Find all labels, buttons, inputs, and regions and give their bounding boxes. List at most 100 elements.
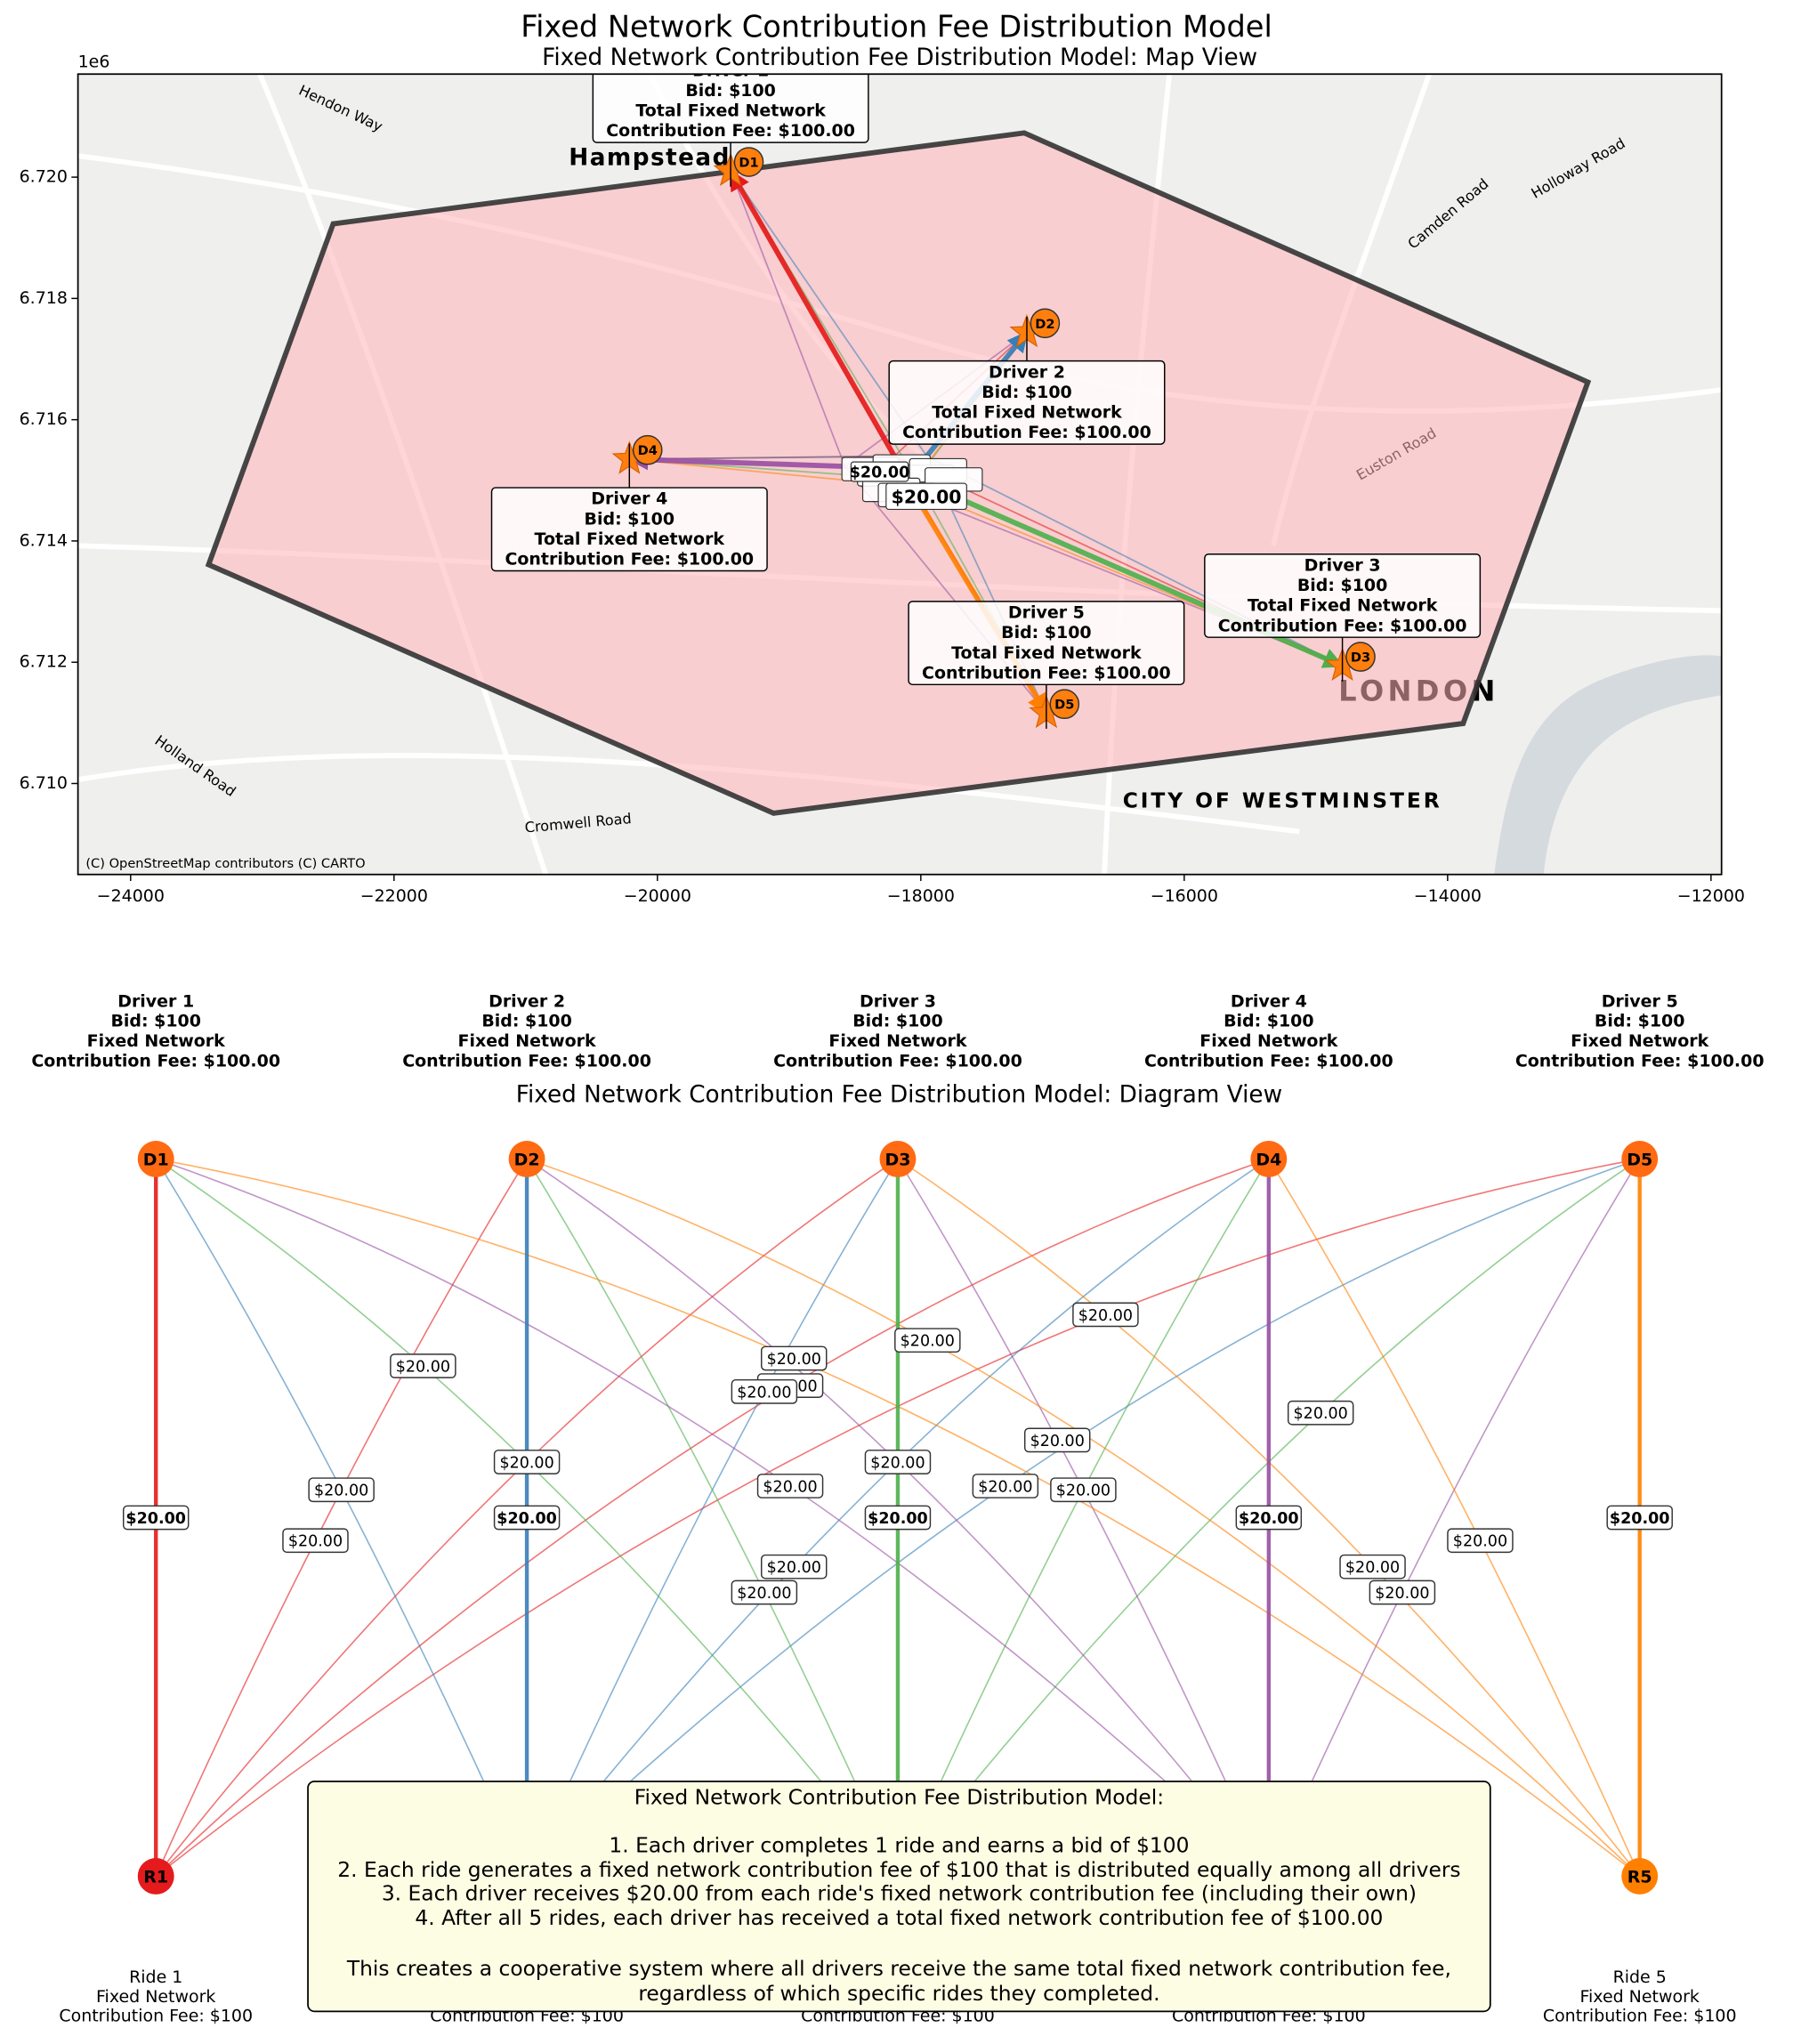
note-line: 4. After all 5 rides, each driver has re… <box>415 1905 1383 1930</box>
driver-label: Fixed Network <box>87 1031 225 1051</box>
ride-label: Contribution Fee: $100 <box>1543 2007 1737 2026</box>
edge-label: $20.00 <box>288 1533 343 1551</box>
annotation-box <box>592 74 869 143</box>
driver-marker <box>1030 308 1061 339</box>
edge-label: $20.00 <box>850 465 910 482</box>
ride-label: Fixed Network <box>1580 1987 1700 2007</box>
x-tick-label: −20000 <box>624 886 691 906</box>
edge-label: $20.00 <box>1294 1405 1348 1423</box>
annotation-line: Bid: $100 <box>685 81 776 101</box>
ride-node-label: R5 <box>1627 1867 1652 1886</box>
driver-node-label: D1 <box>143 1150 169 1169</box>
map-frame <box>77 73 1723 876</box>
place-label: Hampstead <box>569 145 731 172</box>
ride-label: Ride 1 <box>129 1967 182 1987</box>
edge-label-box <box>1447 1528 1514 1554</box>
driver-label: Contribution Fee: $100.00 <box>773 1051 1022 1070</box>
driver-label: Contribution Fee: $100.00 <box>1144 1051 1393 1070</box>
edge-label: $20.00 <box>499 1454 553 1472</box>
edge-label-box <box>1369 1579 1436 1605</box>
edge-label-box <box>1072 1302 1139 1328</box>
driver-label: Bid: $100 <box>1595 1012 1685 1031</box>
note-line: 2. Each ride generates a fixed network c… <box>337 1857 1460 1882</box>
edge-label: $20.00 <box>1078 1307 1133 1325</box>
annotation-line: Driver 4 <box>591 489 667 509</box>
edge-label: $20.00 <box>1345 1559 1400 1577</box>
edge-label-box <box>894 1328 961 1353</box>
x-tick-label: −12000 <box>1677 886 1745 906</box>
share-edge <box>1268 1159 1641 1877</box>
driver-label: Bid: $100 <box>481 1012 572 1031</box>
ride-edge <box>626 448 845 471</box>
edge-label-box <box>850 461 909 482</box>
edge-label: $20.00 <box>396 1358 450 1376</box>
edge-label-box <box>756 1474 824 1499</box>
ride-node <box>137 1858 174 1895</box>
y-offset-label: 1e6 <box>78 53 110 72</box>
annotation-line: Contribution Fee: $100.00 <box>902 423 1151 442</box>
ride-label: Ride 5 <box>1613 1967 1667 1987</box>
driver-marker-label: D5 <box>1054 698 1074 713</box>
edge-label-box <box>1606 1505 1673 1531</box>
note-line: 1. Each driver completes 1 ride and earn… <box>609 1832 1189 1857</box>
annotation-box <box>1204 553 1482 638</box>
ride-label: Fixed Network <box>96 1987 215 2007</box>
y-tick-label: 6.712 <box>20 652 68 672</box>
driver-marker-label: D1 <box>739 156 758 171</box>
annotation-line: Contribution Fee: $100.00 <box>1218 616 1467 635</box>
share-edge <box>526 1159 899 1877</box>
edge-label-box <box>1287 1400 1354 1426</box>
driver-label: Contribution Fee: $100.00 <box>31 1051 280 1070</box>
driver-label: Bid: $100 <box>852 1012 943 1031</box>
annotation-line: Bid: $100 <box>1001 623 1092 642</box>
map-title: Fixed Network Contribution Fee Distribut… <box>542 44 1257 71</box>
edge-label-box <box>282 1528 349 1554</box>
driver-label: Contribution Fee: $100.00 <box>1515 1051 1765 1070</box>
x-tick-label: −22000 <box>360 886 428 906</box>
driver-node-label: D5 <box>1627 1150 1652 1169</box>
edge-label-box <box>761 1554 828 1579</box>
driver-marker-label: D2 <box>1035 317 1054 332</box>
annotation-line: Contribution Fee: $100.00 <box>505 550 754 570</box>
edge-label-box <box>1235 1505 1303 1531</box>
y-tick-label: 6.714 <box>20 530 68 550</box>
driver-marker <box>733 147 764 177</box>
driver-node <box>879 1141 917 1177</box>
driver-label: Fixed Network <box>828 1031 966 1051</box>
driver-label: Driver 4 <box>1231 991 1307 1011</box>
annotation-line: Total Fixed Network <box>635 101 826 121</box>
edge-label-box <box>885 482 967 510</box>
edge-label: $20.00 <box>1030 1433 1085 1450</box>
share-edge <box>730 170 846 467</box>
edge-label: $20.00 <box>868 1510 928 1528</box>
edge-label-box <box>972 1474 1039 1499</box>
x-tick-label: −16000 <box>1151 886 1218 906</box>
edge-label: $20.00 <box>1056 1483 1111 1500</box>
edge-label-box <box>122 1505 190 1531</box>
driver-marker-label: D3 <box>1351 650 1370 666</box>
edge-label: $20.00 <box>737 1384 791 1402</box>
edge-label-box <box>731 1579 798 1605</box>
annotation-line: Driver 3 <box>1304 555 1381 575</box>
driver-label: Fixed Network <box>1199 1031 1337 1051</box>
note-box <box>307 1781 1491 2013</box>
note-line: 3. Each driver receives $20.00 from each… <box>382 1880 1417 1905</box>
note-line: Fixed Network Contribution Fee Distribut… <box>634 1784 1164 1809</box>
edge-label-box <box>864 1450 932 1474</box>
driver-node <box>137 1141 174 1177</box>
annotation-line: Bid: $100 <box>1297 576 1388 595</box>
edge-label-box <box>1023 1427 1091 1453</box>
ride-label: Contribution Fee: $100 <box>59 2007 253 2026</box>
edge-label: $20.00 <box>1239 1510 1299 1528</box>
map-area: HampsteadLONDONCITY OF WESTMINSTERHendon… <box>77 74 1722 875</box>
annotation-line: Bid: $100 <box>585 509 675 529</box>
driver-label: Contribution Fee: $100.00 <box>402 1051 651 1070</box>
share-edge <box>155 1158 1270 1878</box>
annotation-line: Bid: $100 <box>981 383 1072 402</box>
edge-label: $20.00 <box>1453 1533 1507 1551</box>
edge-label-box <box>493 1450 561 1474</box>
driver-node <box>508 1141 545 1177</box>
edge-label: $20.00 <box>1610 1510 1670 1528</box>
driver-marker <box>632 434 663 465</box>
